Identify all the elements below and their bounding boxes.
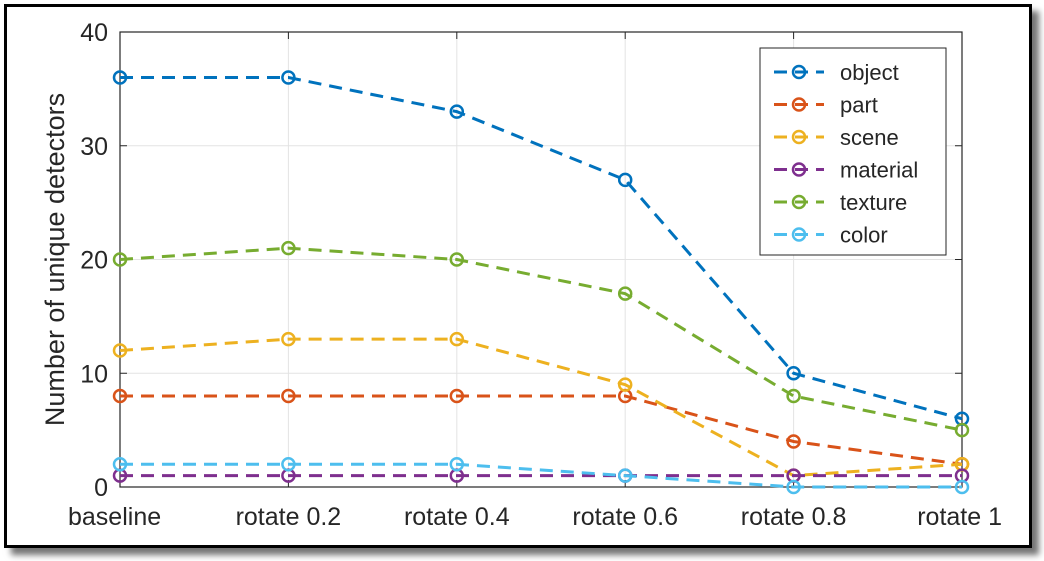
data-point (449, 104, 465, 119)
series-part (112, 388, 970, 472)
legend-marker (791, 227, 807, 242)
data-point (617, 468, 633, 483)
data-point (281, 240, 296, 256)
legend-item-scene: scene (774, 125, 899, 150)
series (112, 70, 970, 495)
legend-label: object (840, 60, 899, 85)
x-tick-label: rotate 0.8 (741, 503, 847, 531)
legend-item-texture: texture (774, 190, 907, 215)
legend-label: part (840, 93, 878, 118)
x-axis: baseline rotate 0.2 rotate 0.4 rotate 0.6 ro… (68, 32, 1002, 531)
data-point (112, 252, 128, 267)
series-scene (112, 331, 970, 483)
legend-label: texture (840, 190, 907, 215)
series-line (120, 462, 962, 489)
data-point (954, 479, 970, 495)
legend-label: color (840, 223, 888, 248)
x-tick-label: baseline (68, 503, 161, 531)
data-point (617, 172, 633, 188)
legend-label: material (840, 158, 918, 183)
data-point (112, 457, 128, 472)
data-point (786, 479, 801, 495)
legend-label: scene (840, 125, 899, 150)
x-tick-label: rotate 0.4 (404, 503, 510, 531)
series-line (119, 246, 963, 432)
data-point (786, 434, 801, 449)
legend-item-object: object (774, 60, 899, 85)
series-color (112, 457, 970, 495)
legend-marker (791, 129, 807, 145)
data-point (281, 388, 296, 404)
legend-marker (791, 162, 807, 177)
data-point (617, 286, 633, 301)
x-tick-label: rotate 0.6 (572, 503, 678, 531)
series-texture (112, 240, 970, 438)
data-point (281, 457, 296, 472)
legend-item-material: material (774, 158, 918, 183)
data-point (449, 388, 465, 404)
legend-item-color: color (774, 223, 888, 248)
y-tick-label: 0 (94, 474, 108, 502)
data-point (281, 331, 296, 347)
series-line (120, 394, 963, 466)
legend-item-part: part (774, 93, 878, 118)
legend-marker (791, 194, 807, 210)
legend-marker (791, 97, 807, 112)
data-point (786, 366, 801, 381)
x-tick-label: rotate 0.2 (236, 503, 342, 531)
y-tick-label: 20 (80, 247, 108, 275)
y-axis: 0 10 20 30 40 (80, 19, 962, 502)
data-point (112, 70, 128, 85)
data-point (281, 70, 296, 85)
data-point (786, 388, 801, 404)
data-point (617, 377, 633, 392)
y-tick-label: 30 (80, 133, 108, 161)
y-tick-label: 10 (80, 360, 108, 388)
data-point (449, 457, 465, 472)
data-point (112, 388, 128, 404)
x-tick-label: rotate 1 (917, 503, 1002, 531)
legend-box (759, 47, 947, 256)
y-axis-label: Number of unique detectors (40, 93, 70, 426)
legend: object part scene material texture color (759, 47, 947, 256)
series-line (120, 76, 963, 421)
y-tick-label: 40 (80, 19, 108, 47)
data-point (112, 343, 128, 358)
series-object (112, 70, 970, 426)
data-point (449, 252, 465, 267)
legend-marker (791, 64, 807, 80)
series-line (119, 337, 963, 478)
data-point (449, 331, 465, 347)
data-point (954, 422, 970, 438)
